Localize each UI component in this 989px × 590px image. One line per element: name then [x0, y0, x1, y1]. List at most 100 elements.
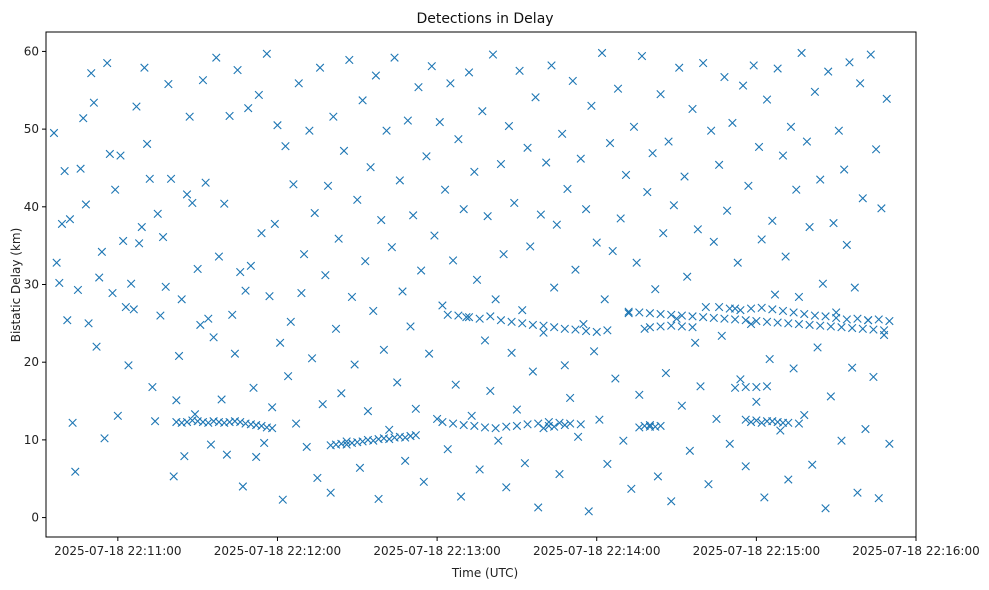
data-point — [275, 338, 285, 347]
y-tick-label: 10 — [24, 433, 39, 447]
data-point — [118, 236, 128, 246]
data-point — [571, 325, 580, 334]
data-point — [573, 432, 583, 441]
data-point — [632, 258, 641, 267]
data-point — [738, 81, 748, 90]
data-point — [339, 146, 349, 156]
data-point — [49, 128, 59, 138]
data-point — [363, 406, 373, 416]
data-point — [251, 452, 261, 462]
data-point — [470, 167, 479, 177]
data-point — [462, 312, 471, 322]
x-tick-label: 2025-07-18 22:12:00 — [214, 544, 341, 558]
data-point — [645, 323, 655, 332]
data-point — [515, 66, 524, 76]
data-point — [746, 417, 756, 427]
data-point — [480, 423, 490, 432]
data-point — [850, 283, 859, 292]
data-point — [794, 419, 804, 428]
data-point — [71, 467, 80, 476]
data-point — [448, 256, 458, 265]
data-point — [855, 79, 865, 88]
data-point — [97, 247, 107, 257]
data-point — [821, 504, 830, 513]
data-point — [526, 242, 535, 251]
data-point — [722, 206, 732, 215]
data-point — [398, 287, 407, 296]
data-point — [177, 295, 186, 304]
data-point — [454, 135, 463, 144]
data-point — [651, 284, 660, 294]
data-point — [749, 61, 758, 70]
data-point — [180, 452, 189, 461]
data-point — [653, 472, 663, 481]
data-point — [446, 79, 455, 88]
data-point — [789, 364, 798, 373]
data-point — [228, 310, 237, 319]
data-point — [656, 309, 665, 319]
data-point — [518, 319, 527, 328]
data-point — [757, 303, 766, 312]
data-point — [882, 94, 891, 104]
data-point — [321, 270, 330, 280]
data-point — [169, 472, 178, 481]
data-point — [204, 418, 213, 427]
data-point — [198, 75, 208, 85]
data-point — [781, 252, 790, 261]
data-point — [438, 301, 447, 310]
data-point — [201, 178, 210, 187]
plot-frame — [45, 31, 917, 538]
data-point — [475, 465, 484, 474]
data-point — [839, 165, 849, 174]
data-point — [560, 324, 569, 333]
data-point — [592, 238, 601, 247]
data-point — [584, 507, 593, 516]
data-point — [257, 229, 266, 238]
data-point — [414, 82, 423, 92]
data-point — [379, 345, 389, 354]
data-point — [518, 305, 527, 315]
data-point — [762, 95, 772, 104]
chart-title: Detections in Delay — [416, 11, 553, 27]
data-point — [565, 419, 575, 428]
data-point — [656, 89, 665, 99]
data-point — [400, 433, 410, 442]
data-point — [315, 63, 325, 72]
data-point — [262, 49, 272, 58]
data-point — [374, 494, 383, 504]
data-point — [624, 309, 633, 318]
data-point — [643, 187, 652, 197]
data-point — [267, 403, 277, 412]
data-point — [717, 331, 726, 340]
data-point — [736, 375, 745, 384]
data-point — [741, 316, 750, 325]
data-point — [422, 152, 431, 161]
data-point — [430, 231, 439, 240]
data-points-group — [49, 48, 894, 516]
data-point — [494, 436, 503, 445]
data-point — [326, 488, 335, 497]
data-point — [76, 164, 85, 173]
x-tick-label: 2025-07-18 22:13:00 — [373, 544, 500, 558]
data-point — [736, 305, 745, 315]
data-point — [730, 383, 740, 393]
data-point — [595, 415, 604, 424]
data-point — [355, 463, 365, 473]
data-point — [435, 117, 444, 127]
data-point — [472, 275, 482, 285]
data-point — [385, 434, 394, 444]
data-point — [698, 58, 708, 68]
data-point — [834, 126, 844, 135]
data-point — [408, 211, 418, 220]
data-point — [549, 323, 559, 332]
data-point — [608, 246, 617, 256]
data-point — [323, 181, 333, 191]
data-point — [786, 122, 796, 131]
data-point — [853, 488, 862, 497]
data-point — [353, 195, 362, 205]
data-point — [459, 420, 468, 430]
data-point — [778, 418, 788, 427]
data-point — [690, 338, 700, 347]
data-point — [581, 326, 591, 336]
